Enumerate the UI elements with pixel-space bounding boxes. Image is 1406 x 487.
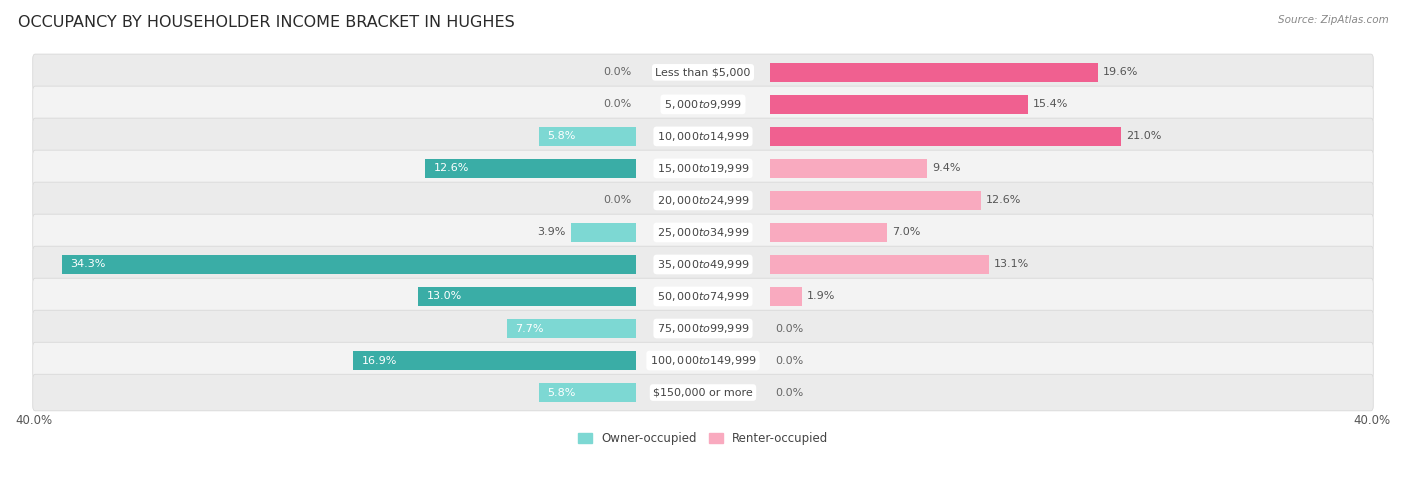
Bar: [425, 159, 636, 178]
Text: 0.0%: 0.0%: [603, 195, 631, 206]
FancyBboxPatch shape: [32, 86, 1374, 123]
FancyBboxPatch shape: [32, 246, 1374, 283]
Bar: [770, 223, 887, 242]
Text: OCCUPANCY BY HOUSEHOLDER INCOME BRACKET IN HUGHES: OCCUPANCY BY HOUSEHOLDER INCOME BRACKET …: [18, 15, 515, 30]
Bar: [770, 255, 990, 274]
Bar: [538, 127, 636, 146]
Text: 3.9%: 3.9%: [537, 227, 565, 238]
Text: 13.1%: 13.1%: [994, 260, 1029, 269]
Bar: [538, 383, 636, 402]
Bar: [508, 319, 636, 338]
Text: $150,000 or more: $150,000 or more: [654, 388, 752, 397]
Text: $5,000 to $9,999: $5,000 to $9,999: [664, 98, 742, 111]
Text: 12.6%: 12.6%: [433, 164, 470, 173]
FancyBboxPatch shape: [32, 342, 1374, 379]
Text: 1.9%: 1.9%: [807, 292, 835, 301]
Text: 5.8%: 5.8%: [547, 388, 575, 397]
Bar: [770, 63, 1098, 82]
Text: $50,000 to $74,999: $50,000 to $74,999: [657, 290, 749, 303]
Text: $15,000 to $19,999: $15,000 to $19,999: [657, 162, 749, 175]
Legend: Owner-occupied, Renter-occupied: Owner-occupied, Renter-occupied: [578, 432, 828, 445]
Bar: [770, 159, 928, 178]
Text: $25,000 to $34,999: $25,000 to $34,999: [657, 226, 749, 239]
FancyBboxPatch shape: [32, 278, 1374, 315]
Text: $75,000 to $99,999: $75,000 to $99,999: [657, 322, 749, 335]
Bar: [62, 255, 636, 274]
Text: $100,000 to $149,999: $100,000 to $149,999: [650, 354, 756, 367]
Text: $35,000 to $49,999: $35,000 to $49,999: [657, 258, 749, 271]
Text: 16.9%: 16.9%: [361, 356, 396, 366]
Text: 0.0%: 0.0%: [775, 388, 803, 397]
FancyBboxPatch shape: [32, 214, 1374, 251]
Text: 15.4%: 15.4%: [1032, 99, 1069, 110]
Text: 0.0%: 0.0%: [775, 356, 803, 366]
Text: $10,000 to $14,999: $10,000 to $14,999: [657, 130, 749, 143]
Bar: [770, 287, 801, 306]
FancyBboxPatch shape: [32, 375, 1374, 411]
Text: $20,000 to $24,999: $20,000 to $24,999: [657, 194, 749, 207]
Text: Source: ZipAtlas.com: Source: ZipAtlas.com: [1278, 15, 1389, 25]
Text: 0.0%: 0.0%: [775, 323, 803, 334]
FancyBboxPatch shape: [32, 182, 1374, 219]
Text: 7.0%: 7.0%: [893, 227, 921, 238]
Bar: [770, 95, 1028, 113]
Text: 12.6%: 12.6%: [986, 195, 1021, 206]
Text: 0.0%: 0.0%: [603, 99, 631, 110]
FancyBboxPatch shape: [32, 150, 1374, 187]
Bar: [419, 287, 636, 306]
Text: 7.7%: 7.7%: [516, 323, 544, 334]
Text: 0.0%: 0.0%: [603, 67, 631, 77]
Text: 13.0%: 13.0%: [427, 292, 463, 301]
FancyBboxPatch shape: [32, 310, 1374, 347]
Text: 5.8%: 5.8%: [547, 131, 575, 141]
Text: Less than $5,000: Less than $5,000: [655, 67, 751, 77]
Text: 19.6%: 19.6%: [1102, 67, 1139, 77]
FancyBboxPatch shape: [32, 118, 1374, 155]
Bar: [770, 191, 981, 210]
FancyBboxPatch shape: [32, 54, 1374, 91]
Bar: [571, 223, 636, 242]
Text: 34.3%: 34.3%: [70, 260, 105, 269]
Bar: [770, 127, 1122, 146]
Text: 21.0%: 21.0%: [1126, 131, 1161, 141]
Text: 9.4%: 9.4%: [932, 164, 960, 173]
Bar: [353, 351, 636, 370]
